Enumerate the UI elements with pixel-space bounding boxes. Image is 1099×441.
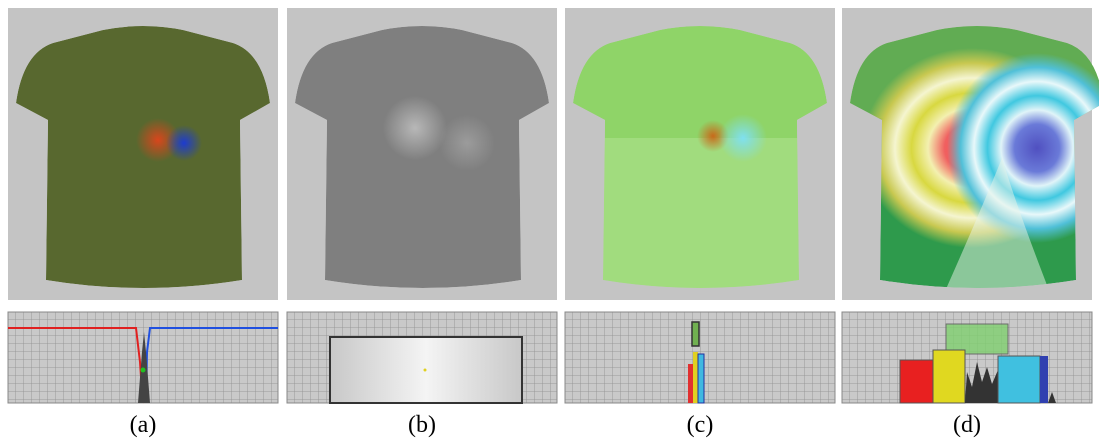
panel-d <box>842 8 1099 300</box>
panel-label: (c) <box>687 412 714 438</box>
tf-editor-d <box>842 312 1092 403</box>
panel-c <box>565 8 835 300</box>
tf-editor-a <box>8 312 278 403</box>
panel-label: (b) <box>408 412 436 438</box>
panel-label: (a) <box>130 412 157 438</box>
panel-b <box>287 8 557 300</box>
panel-a <box>8 8 278 300</box>
panel-label: (d) <box>953 412 981 438</box>
tf-editor-b <box>287 312 557 403</box>
figure: (a) (b) (c) (d) <box>0 0 1099 441</box>
tf-editor-c <box>565 312 835 403</box>
